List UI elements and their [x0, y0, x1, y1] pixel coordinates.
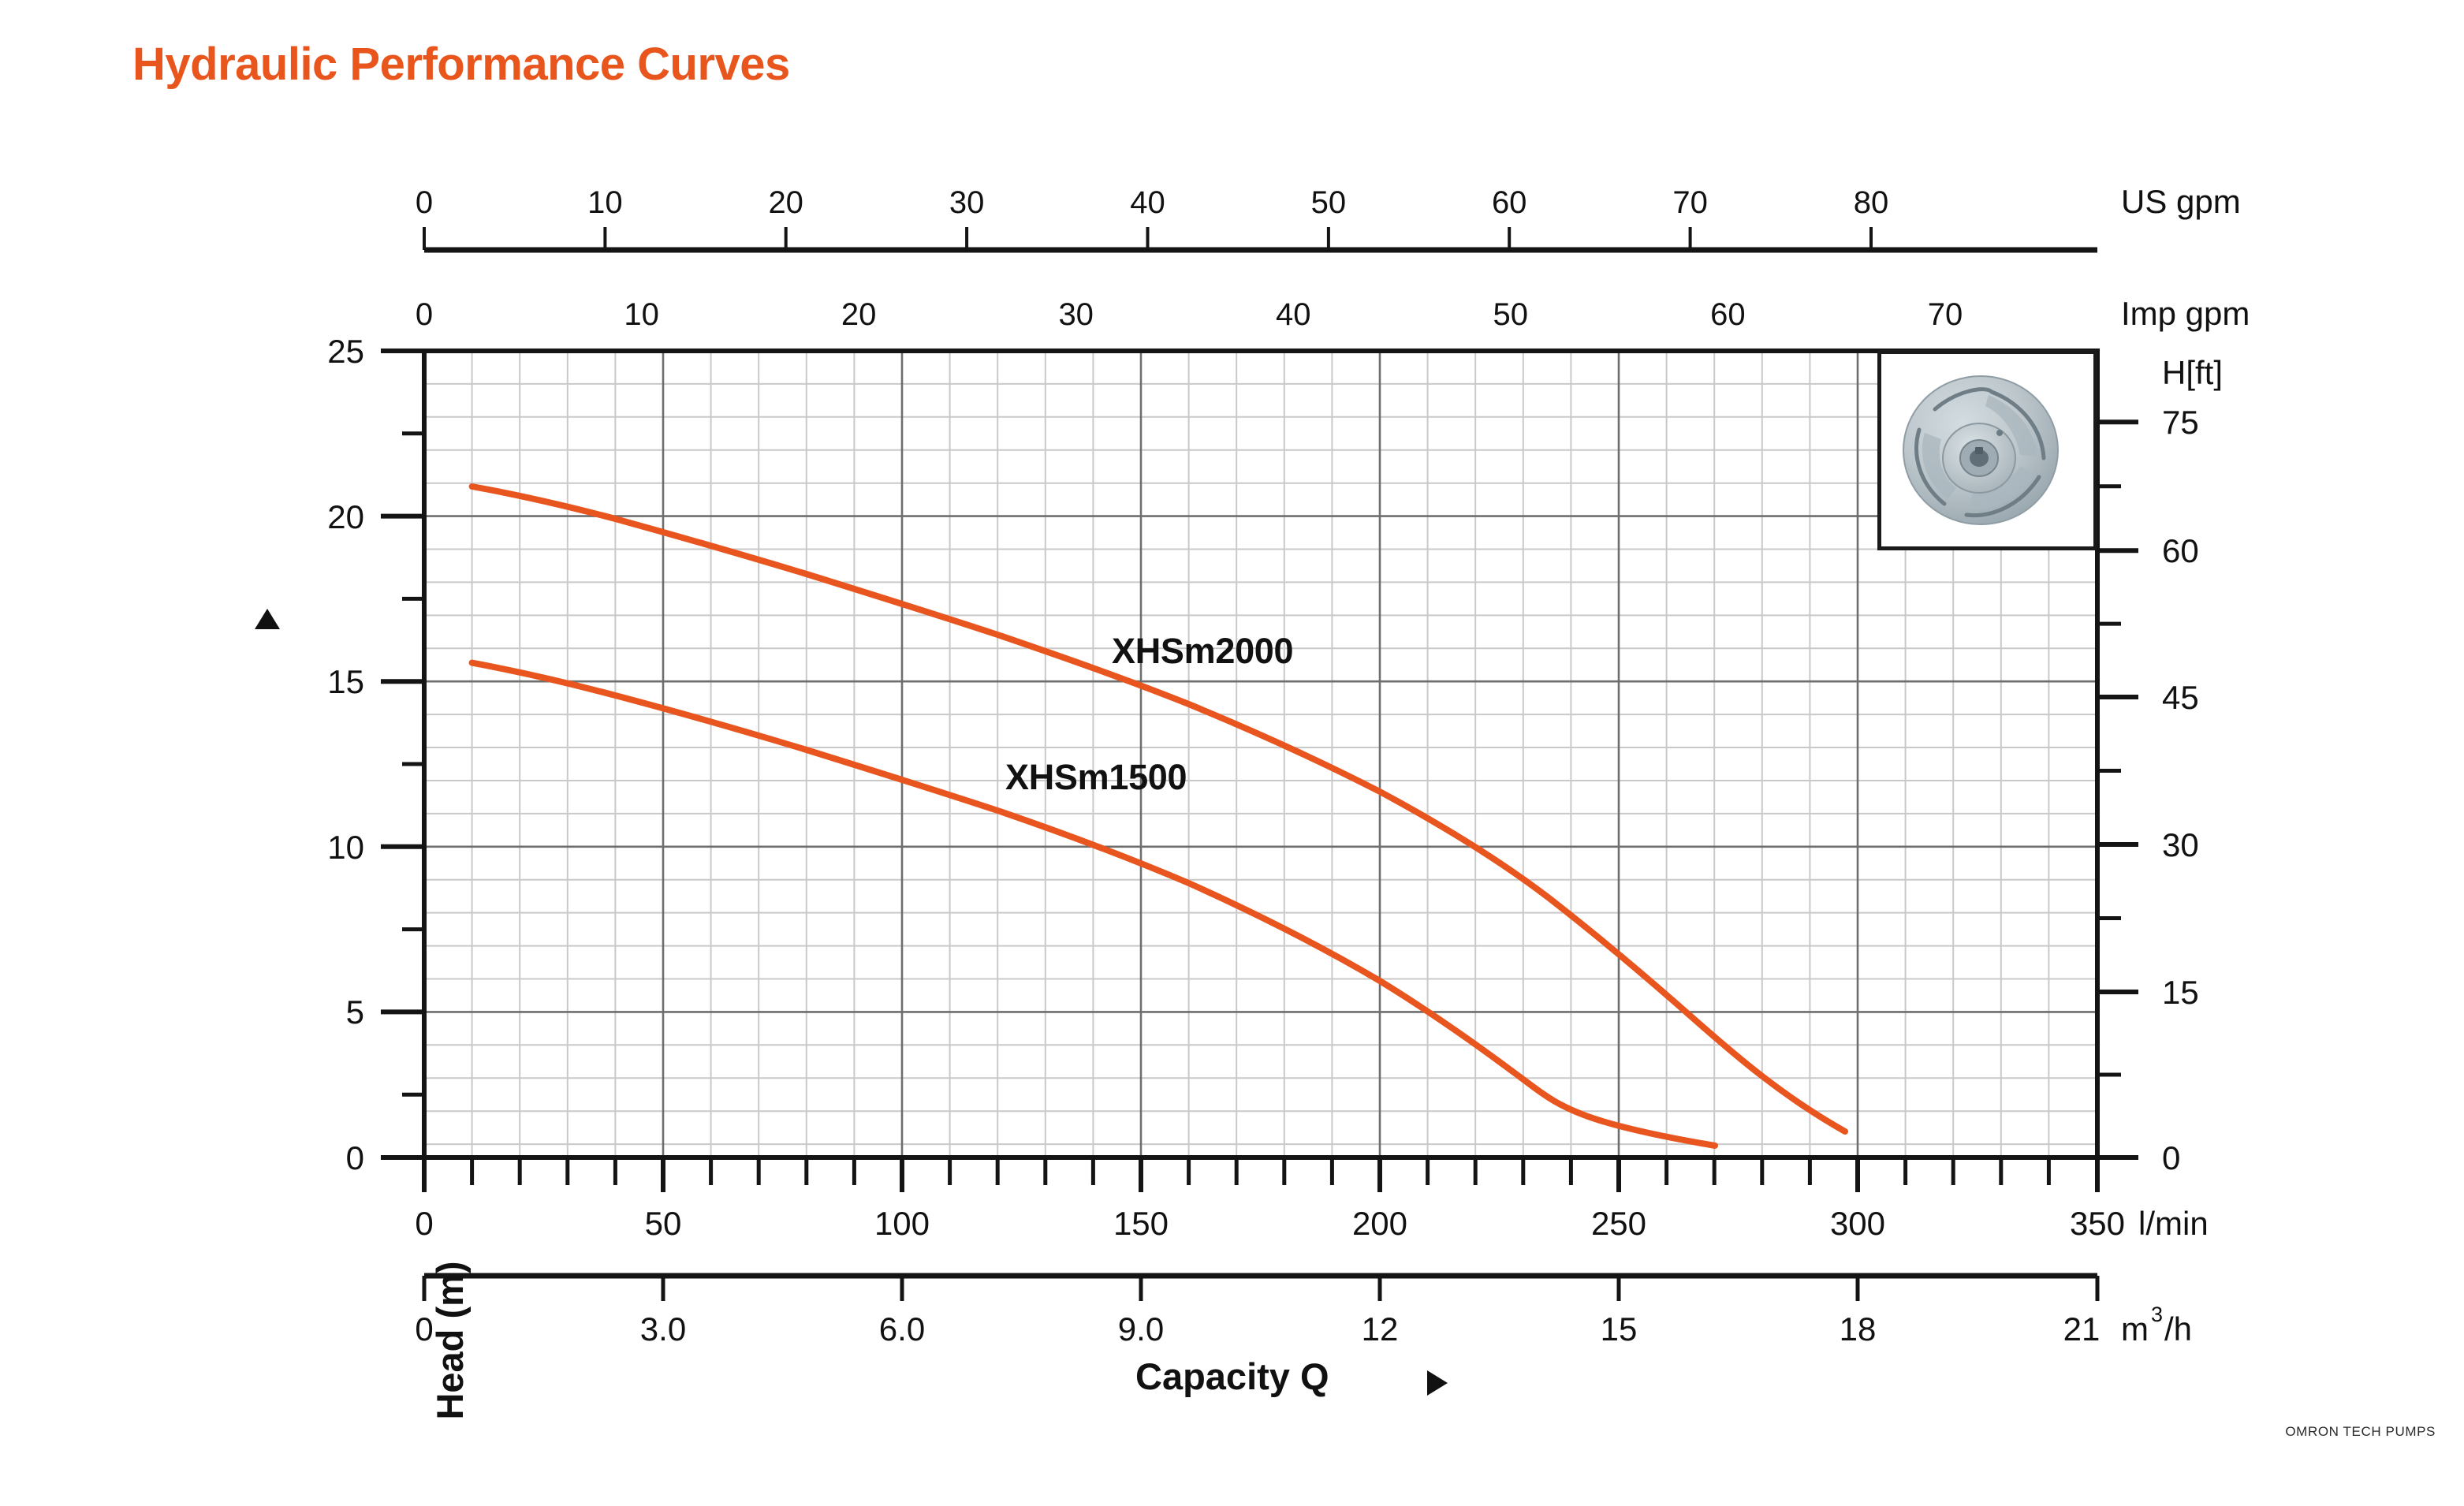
- svg-text:45: 45: [2162, 679, 2199, 716]
- svg-text:30: 30: [949, 185, 985, 220]
- svg-text:12: 12: [1362, 1310, 1399, 1348]
- svg-text:20: 20: [768, 185, 803, 220]
- svg-text:20: 20: [841, 297, 877, 332]
- axis-top-imp-gpm: 0 10 20 30 40 50 60 70 Imp gpm: [416, 295, 2250, 332]
- svg-text:50: 50: [645, 1205, 682, 1242]
- grid-minor-vertical: [471, 351, 2050, 1157]
- axis-bottom-m3h-ticks: 0 3.0 6.0 9.0 12 15 18 21: [415, 1310, 2100, 1348]
- svg-text:0: 0: [346, 1139, 364, 1176]
- svg-text:0: 0: [416, 297, 433, 332]
- axis-top-imp-gpm-unit: Imp gpm: [2121, 295, 2250, 332]
- axis-top-imp-gpm-ticks: 0 10 20 30 40 50 60 70: [416, 297, 1963, 332]
- watermark-text: OMRON TECH PUMPS: [2285, 1424, 2436, 1439]
- grid-major-horizontal: [424, 515, 2097, 1013]
- svg-text:200: 200: [1352, 1205, 1407, 1242]
- curve-xhsm1500: [468, 659, 1718, 1149]
- axis-left-head-m-ticks: 25 20 15 10 5 0: [327, 333, 364, 1176]
- plot-border: [422, 349, 2100, 1160]
- svg-text:0: 0: [415, 1205, 433, 1242]
- page-title: Hydraulic Performance Curves: [132, 39, 790, 90]
- svg-text:40: 40: [1276, 297, 1311, 332]
- svg-text:100: 100: [874, 1205, 930, 1242]
- curve-label-xhsm2000: XHSm2000: [1112, 631, 1294, 671]
- axis-top-us-gpm-ticks: 0 10 20 30 40 50 60 70 80: [416, 185, 1888, 220]
- svg-text:6.0: 6.0: [879, 1310, 925, 1348]
- svg-text:30: 30: [2162, 826, 2199, 863]
- svg-text:300: 300: [1830, 1205, 1885, 1242]
- x-axis-title: Capacity Q: [1135, 1355, 1329, 1397]
- svg-text:0: 0: [2162, 1139, 2180, 1176]
- curve-label-xhsm1500: XHSm1500: [1005, 757, 1187, 797]
- svg-text:70: 70: [1928, 297, 1963, 332]
- axis-right-head-ft-unit: H[ft]: [2162, 354, 2223, 391]
- svg-text:60: 60: [1492, 185, 1527, 220]
- x-axis-arrow-icon: [1427, 1370, 1448, 1396]
- svg-text:15: 15: [1601, 1310, 1638, 1348]
- svg-text:21: 21: [2063, 1310, 2101, 1348]
- axis-top-us-gpm: 0 10 20 30 40 50 60 70 80 US gpm: [416, 183, 2241, 253]
- y-axis-title: Head (m): [429, 1261, 471, 1420]
- curve-xhsm2000: [468, 483, 1848, 1135]
- svg-text:3.0: 3.0: [640, 1310, 686, 1348]
- svg-text:0: 0: [416, 185, 433, 220]
- svg-text:9.0: 9.0: [1118, 1310, 1164, 1348]
- svg-text:60: 60: [1710, 297, 1746, 332]
- impeller-icon: [1903, 375, 2059, 525]
- svg-text:60: 60: [2162, 532, 2199, 569]
- chart-canvas: 0 10 20 30 40 50 60 70 80 US gpm 0 10 20…: [327, 183, 2250, 1348]
- axis-right-head-ft-ticks: 75 60 45 30 15 0: [2162, 404, 2199, 1176]
- svg-text:250: 250: [1591, 1205, 1646, 1242]
- svg-text:50: 50: [1493, 297, 1529, 332]
- y-axis-arrow-icon: [255, 609, 280, 629]
- grid-major-vertical: [662, 351, 1859, 1157]
- impeller-inset-box: [1877, 350, 2097, 550]
- performance-chart: 0 10 20 30 40 50 60 70 80 US gpm 0 10 20…: [255, 183, 2250, 1420]
- axis-bottom-m3h: 0 3.0 6.0 9.0 12 15 18 21 m 3 /h: [415, 1273, 2192, 1348]
- axis-bottom-lmin-ticks: 0 50 100 150 200 250 300 350: [415, 1205, 2125, 1242]
- svg-text:20: 20: [327, 498, 364, 535]
- svg-text:350: 350: [2070, 1205, 2125, 1242]
- svg-text:10: 10: [587, 185, 623, 220]
- svg-text:50: 50: [1311, 185, 1347, 220]
- axis-bottom-lmin-unit: l/min: [2138, 1205, 2209, 1242]
- axis-bottom-lmin: 0 50 100 150 200 250 300 350 l/min: [415, 1157, 2209, 1242]
- svg-text:10: 10: [327, 829, 364, 866]
- svg-text:80: 80: [1854, 185, 1889, 220]
- svg-text:3: 3: [2151, 1303, 2163, 1326]
- svg-text:15: 15: [2162, 974, 2199, 1011]
- grid-minor-horizontal: [424, 382, 2097, 1146]
- svg-text:5: 5: [346, 993, 364, 1031]
- svg-text:/h: /h: [2164, 1310, 2192, 1348]
- svg-text:0: 0: [415, 1310, 433, 1348]
- axis-bottom-m3h-unit: m 3 /h: [2121, 1303, 2192, 1348]
- axis-right-head-ft: H[ft] 75 60 45 30 15 0: [2097, 354, 2223, 1176]
- svg-text:15: 15: [327, 663, 364, 700]
- svg-text:18: 18: [1840, 1310, 1877, 1348]
- svg-text:30: 30: [1058, 297, 1094, 332]
- axis-top-us-gpm-unit: US gpm: [2121, 183, 2241, 220]
- svg-text:25: 25: [327, 333, 364, 370]
- svg-text:40: 40: [1130, 185, 1165, 220]
- svg-text:75: 75: [2162, 404, 2199, 441]
- axis-left-head-m: 25 20 15 10 5 0: [327, 333, 424, 1176]
- svg-text:m: m: [2121, 1310, 2149, 1348]
- svg-text:10: 10: [624, 297, 659, 332]
- svg-text:150: 150: [1113, 1205, 1169, 1242]
- svg-text:70: 70: [1672, 185, 1708, 220]
